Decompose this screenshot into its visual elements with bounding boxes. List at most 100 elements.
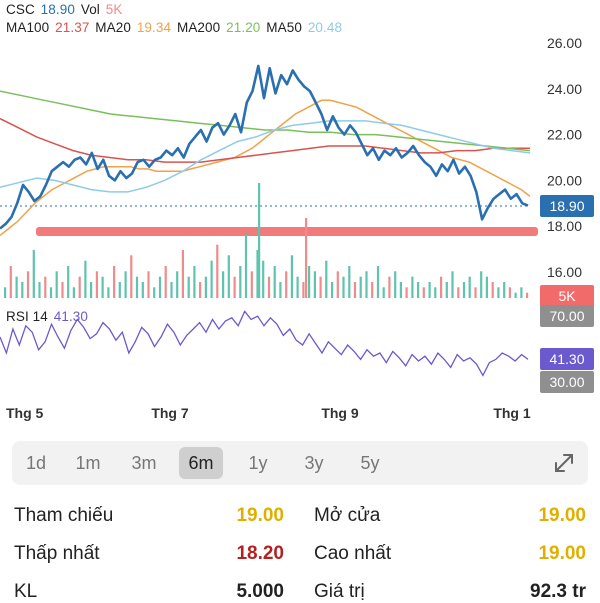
volume-bar <box>279 282 282 298</box>
volume-bar <box>399 282 402 298</box>
kl-label: KL <box>14 581 38 602</box>
volume-bar <box>250 271 253 298</box>
ma20-value: 19.34 <box>136 20 172 35</box>
range-6m-button[interactable]: 6m <box>179 447 223 479</box>
ma50-label: MA50 <box>266 20 302 35</box>
legend-row-1: CSC 18.90 Vol 5K <box>6 2 124 17</box>
x-tick-label: Thg 5 <box>6 405 44 421</box>
range-3y-button[interactable]: 3y <box>304 453 324 473</box>
volume-bar <box>411 276 414 298</box>
volume-bar <box>342 276 345 298</box>
y-tick-label: 20.00 <box>547 172 582 188</box>
volume-bar <box>216 244 219 298</box>
volume-bar <box>55 271 58 298</box>
volume-bar <box>382 287 385 298</box>
volume-tag: 5K <box>540 285 594 307</box>
volume-bar <box>491 282 494 298</box>
rsi-legend: RSI 14 41.30 <box>6 309 90 324</box>
legend-row-2: MA100 21.37 MA20 19.34 MA200 21.20 MA50 … <box>6 20 344 35</box>
high-label: Cao nhất <box>314 543 392 564</box>
volume-bar <box>313 271 316 298</box>
volume-bar <box>296 276 299 298</box>
volume-bar <box>302 282 305 298</box>
ma200-line <box>0 90 531 152</box>
ref-value: 19.00 <box>236 505 284 526</box>
ma50-value: 20.48 <box>307 20 343 35</box>
rsi-value: 41.30 <box>53 309 89 324</box>
volume-bar <box>267 276 271 298</box>
volume-bar <box>15 276 18 298</box>
volume-bar <box>38 282 41 298</box>
ma100-label: MA100 <box>6 20 50 35</box>
volume-bar <box>170 282 173 298</box>
volume-bar <box>130 255 133 298</box>
vol-label: Vol <box>80 2 100 17</box>
volume-bar <box>331 282 334 298</box>
y-tick-label: 18.00 <box>547 218 582 234</box>
volume-bar <box>118 282 121 298</box>
volume-bar <box>451 271 454 298</box>
volume-bar <box>285 271 288 298</box>
volume-bar <box>405 287 408 298</box>
price-chart[interactable]: 26.00 24.00 22.00 20.00 18.00 16.00 Thg 5 Thg … <box>0 0 600 430</box>
volume-bar <box>480 271 483 298</box>
volume-spike-bar <box>258 183 261 298</box>
volume-bar <box>503 282 506 298</box>
ma20-label: MA20 <box>95 20 131 35</box>
volume-bar <box>84 260 87 298</box>
volume-bar <box>514 292 517 298</box>
range-selector: 1d 1m 3m 6m 1y 3y 5y <box>12 441 588 485</box>
rsi-line <box>0 310 529 377</box>
x-tick-label: Thg 7 <box>151 405 189 421</box>
vol-value: 5K <box>105 2 123 17</box>
ma100-value: 21.37 <box>55 20 90 35</box>
volume-bar <box>256 250 259 298</box>
volume-bar <box>90 282 93 298</box>
range-1m-button[interactable]: 1m <box>75 453 101 473</box>
volume-bar <box>526 292 529 298</box>
volume-bar <box>67 266 70 298</box>
volume-bar <box>290 255 293 298</box>
volume-bar <box>353 282 357 298</box>
volume-bar <box>61 282 64 298</box>
low-value: 18.20 <box>236 543 284 564</box>
range-1y-button[interactable]: 1y <box>248 453 268 473</box>
volume-bar <box>462 282 466 298</box>
x-tick-label: Thg 1 <box>493 405 531 421</box>
volume-bar <box>49 287 53 298</box>
volume-bar <box>497 287 500 298</box>
volume-bar <box>153 287 156 298</box>
volume-bar <box>319 276 322 298</box>
kl-value: 5.000 <box>236 581 284 602</box>
volume-bar <box>9 266 12 298</box>
volume-bar <box>199 282 202 298</box>
volume-bar <box>181 250 184 298</box>
ma100-line <box>0 117 530 163</box>
volume-bar <box>371 282 374 298</box>
volume-bar <box>422 287 425 298</box>
volume-bar <box>239 266 242 298</box>
expand-icon[interactable] <box>550 449 578 477</box>
volume-bar <box>376 266 380 298</box>
volume-bar <box>176 271 179 298</box>
volume-bar <box>244 234 248 298</box>
low-label: Thấp nhất <box>14 543 100 564</box>
volume-bar <box>147 271 150 298</box>
volume-bar <box>457 287 460 298</box>
volume-bar <box>227 255 230 298</box>
volume-bar <box>445 282 448 298</box>
range-5y-button[interactable]: 5y <box>360 453 380 473</box>
volume-bar <box>78 276 81 298</box>
range-1d-button[interactable]: 1d <box>25 453 47 473</box>
open-value: 19.00 <box>538 505 586 526</box>
volume-bar <box>32 250 35 298</box>
rsi-label: RSI 14 <box>6 309 48 324</box>
value-value: 92.3 tr <box>530 581 586 602</box>
volume-bar <box>113 266 116 298</box>
volume-bar <box>193 266 196 298</box>
range-3m-button[interactable]: 3m <box>131 453 157 473</box>
volume-bar <box>388 276 391 298</box>
volume-bar <box>101 276 104 298</box>
volume-bar <box>204 276 207 298</box>
volume-bar <box>141 282 144 298</box>
